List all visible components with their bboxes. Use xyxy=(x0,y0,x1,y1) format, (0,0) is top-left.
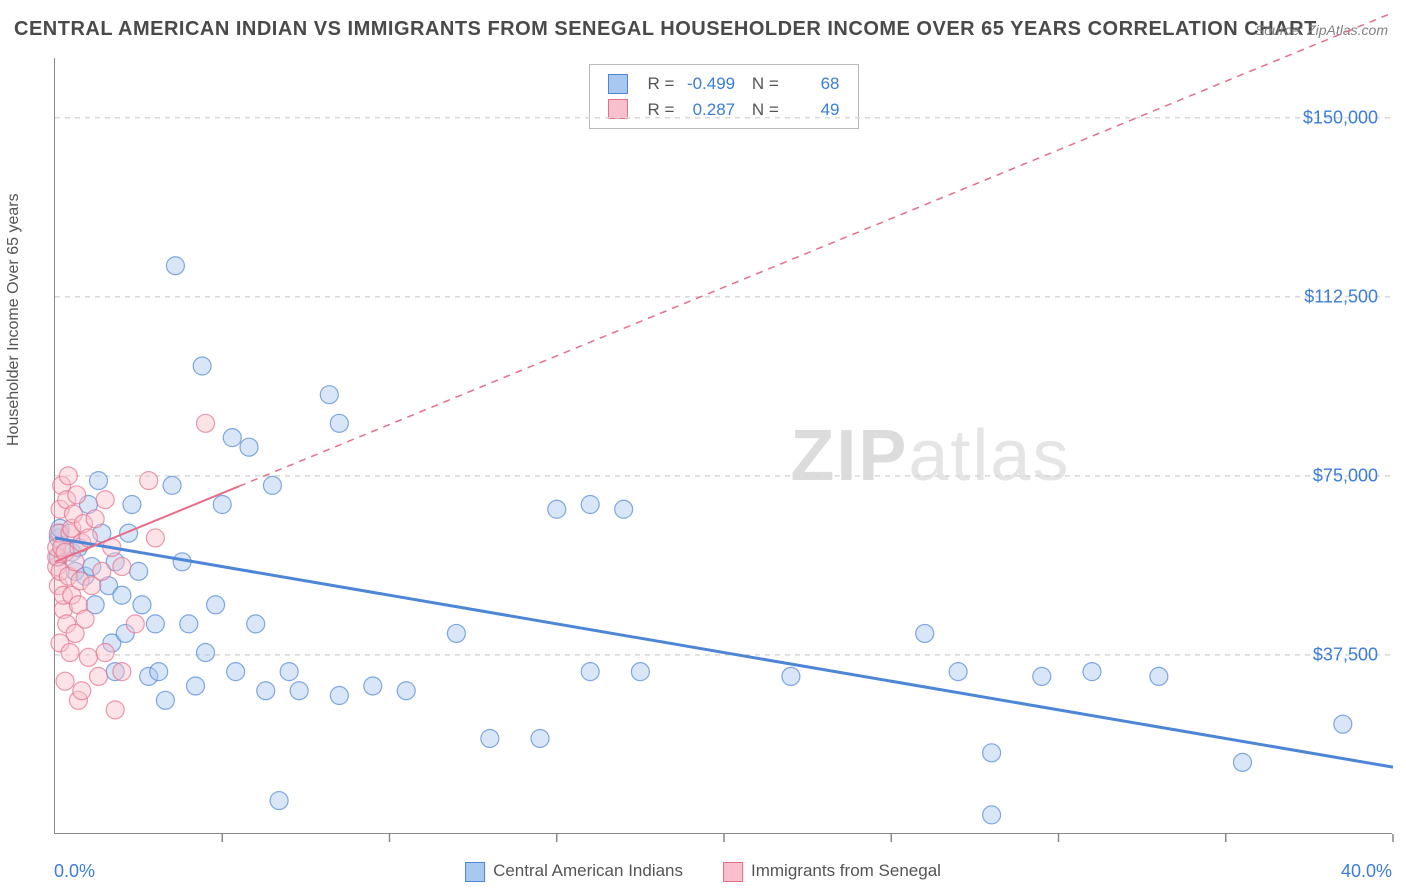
legend-item: Immigrants from Senegal xyxy=(723,861,941,882)
y-tick-label: $150,000 xyxy=(1303,107,1378,128)
legend-item: Central American Indians xyxy=(465,861,683,882)
x-axis-min-label: 0.0% xyxy=(54,861,95,882)
y-tick-label: $75,000 xyxy=(1313,465,1378,486)
scatter-svg xyxy=(55,58,1392,833)
swatch-icon xyxy=(465,862,485,882)
plot-area: ZIPatlas R = -0.499 N = 68 R = 0.287 N =… xyxy=(54,58,1392,834)
x-axis-max-label: 40.0% xyxy=(1341,861,1392,882)
source-attribution: Source: ZipAtlas.com xyxy=(1255,22,1388,38)
y-tick-label: $37,500 xyxy=(1313,644,1378,665)
y-tick-label: $112,500 xyxy=(1304,286,1378,307)
y-axis-label: Householder Income Over 65 years xyxy=(5,193,23,446)
bottom-legend: Central American Indians Immigrants from… xyxy=(465,861,941,882)
swatch-icon xyxy=(723,862,743,882)
chart-title: CENTRAL AMERICAN INDIAN VS IMMIGRANTS FR… xyxy=(14,18,1317,41)
